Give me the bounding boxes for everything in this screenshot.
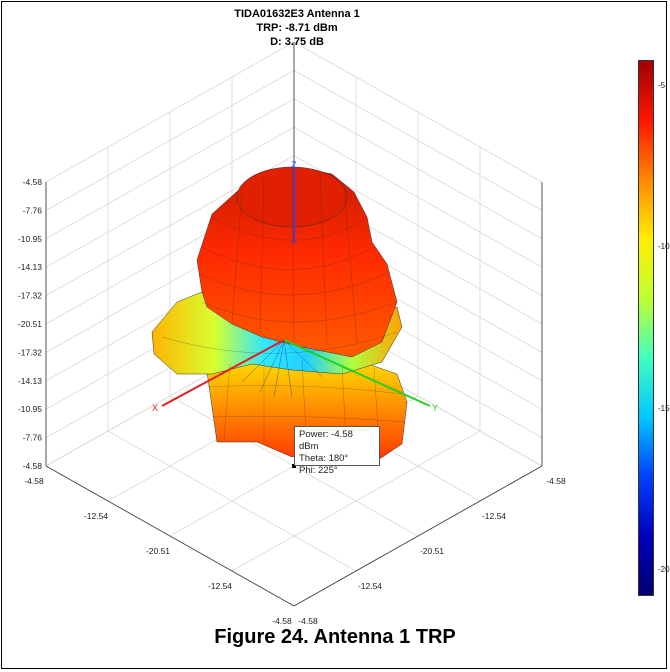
left-floor-tick-label: -4.58 xyxy=(24,476,44,486)
right-floor-tick-label: -4.58 xyxy=(298,616,318,626)
left-floor-tick-label: -4.58 xyxy=(272,616,292,626)
pattern-surface xyxy=(151,166,408,465)
colorbar-tick-label: -10 xyxy=(658,242,670,252)
y-axis-label: Y xyxy=(432,403,438,413)
box-edge xyxy=(45,465,295,607)
y-axis-line xyxy=(283,339,431,407)
vertical-tick-label: -14.13 xyxy=(18,262,42,272)
x-axis-label: X xyxy=(152,403,158,413)
wall-grid-line xyxy=(45,126,295,268)
left-floor-tick-label: -12.54 xyxy=(84,511,108,521)
vertical-tick-label: -4.58 xyxy=(23,461,43,471)
box-edge xyxy=(293,465,543,607)
chart-subtitle-directivity: D: 3.75 dB xyxy=(270,36,324,48)
wall-grid-line xyxy=(45,41,295,183)
vertical-tick-label: -7.76 xyxy=(23,433,43,443)
floor-grid-line xyxy=(231,430,481,572)
chart-title: TIDA01632E3 Antenna 1 xyxy=(234,8,360,20)
datatip-power: Power: -4.58 dBm xyxy=(299,429,353,452)
wall-grid-line xyxy=(293,41,543,183)
datatip-marker xyxy=(292,464,296,468)
left-floor-tick-label: -20.51 xyxy=(146,546,170,556)
vertical-tick-label: -17.32 xyxy=(18,291,42,301)
colorbar-tick-label: -15 xyxy=(658,403,670,413)
vertical-tick-label: -4.58 xyxy=(23,177,43,187)
right-floor-tick-label: -12.54 xyxy=(358,581,382,591)
chart-subtitle-trp: TRP: -8.71 dBm xyxy=(256,22,338,34)
figure-caption: Figure 24. Antenna 1 TRP xyxy=(214,626,456,648)
right-floor-tick-label: -4.58 xyxy=(546,476,566,486)
x-axis-line xyxy=(161,339,285,407)
vertical-tick-label: -10.95 xyxy=(18,404,42,414)
vertical-tick-label: -20.51 xyxy=(18,319,42,329)
vertical-tick-label: -17.32 xyxy=(18,347,42,357)
vertical-tick-label: -14.13 xyxy=(18,376,42,386)
axis-ticks: -4.58 -7.76 -10.95 -14.13 -17.32 -20.51 -17.32… xyxy=(18,177,566,626)
left-floor-tick-label: -12.54 xyxy=(208,581,232,591)
wall-grid-line xyxy=(293,98,543,240)
wall-grid-line xyxy=(45,70,295,211)
wall-grid-line xyxy=(45,98,295,240)
vertical-tick-label: -10.95 xyxy=(18,234,42,244)
wall-grid-line xyxy=(293,126,543,268)
z-axis-label: Z xyxy=(291,160,297,170)
colorbar-tick-label: -5 xyxy=(658,80,666,90)
pattern-top-cap xyxy=(236,166,348,228)
datatip: Power: -4.58 dBm Theta: 180° Phi: 225° xyxy=(294,426,380,476)
right-floor-tick-label: -20.51 xyxy=(420,546,444,556)
vertical-tick-label: -7.76 xyxy=(23,205,43,215)
datatip-theta: Theta: 180° xyxy=(299,453,349,464)
colorbar xyxy=(638,60,654,596)
datatip-phi: Phi: 225° xyxy=(299,465,338,476)
wall-grid-line xyxy=(293,70,543,211)
right-floor-tick-label: -12.54 xyxy=(482,511,506,521)
colorbar-tick-label: -20 xyxy=(658,565,670,575)
